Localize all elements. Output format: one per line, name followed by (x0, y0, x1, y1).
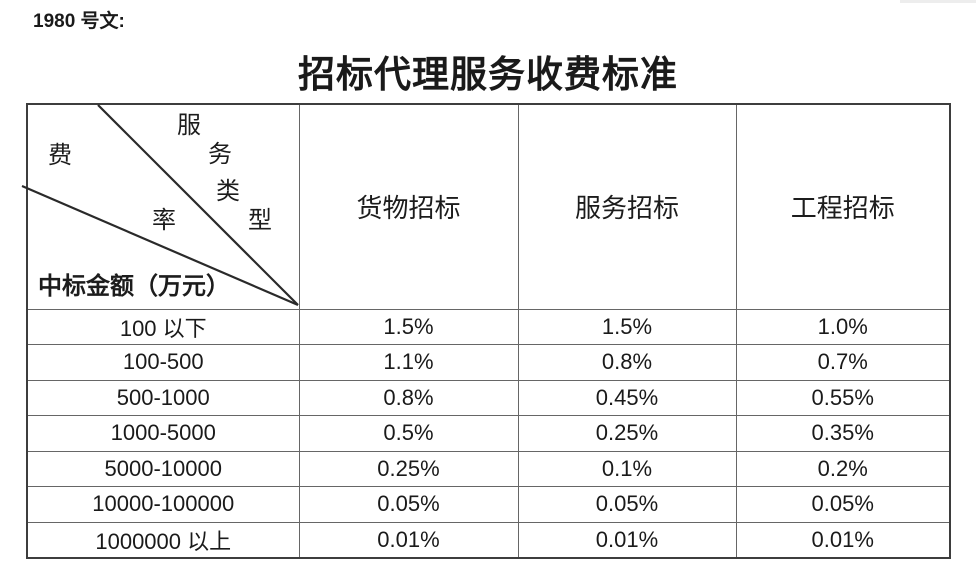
table-row: 10000-100000 0.05% 0.05% 0.05% (26, 486, 951, 523)
corner-char-rate-2: 率 (152, 206, 176, 234)
table-header-row: 服 务 类 型 费 率 中标金额（万元） 货物招标 服务招标 工程招标 (21, 103, 951, 310)
doc-number-label: 1980 号文: (33, 11, 125, 32)
corner-char-service-type-3: 类 (216, 177, 240, 205)
diagonal-corner-cell: 服 务 类 型 费 率 中标金额（万元） (21, 103, 300, 310)
corner-char-service-type-1: 服 (177, 111, 201, 139)
page-title: 招标代理服务收费标准 (298, 52, 678, 96)
amount-range-cell: 5000-10000 (26, 450, 300, 487)
table-row: 5000-10000 0.25% 0.1% 0.2% (26, 450, 951, 487)
amount-range-cell: 500-1000 (26, 379, 300, 416)
rate-cell-goods: 0.8% (298, 379, 519, 416)
rate-cell-service: 0.8% (517, 344, 737, 381)
rate-cell-service: 0.1% (517, 450, 737, 487)
corner-char-service-type-4: 型 (248, 206, 272, 234)
rate-cell-engineering: 0.35% (735, 415, 951, 452)
diagonal-line-lower (21, 184, 299, 307)
rate-cell-goods: 1.1% (298, 344, 519, 381)
column-header-goods: 货物招标 (298, 103, 519, 310)
diagonal-line-upper (97, 104, 299, 306)
table-row: 100-500 1.1% 0.8% 0.7% (26, 344, 951, 381)
table-row: 1000-5000 0.5% 0.25% 0.35% (26, 415, 951, 452)
rate-cell-engineering: 0.2% (735, 450, 951, 487)
table-row: 100 以下 1.5% 1.5% 1.0% (26, 308, 951, 345)
rate-cell-service: 1.5% (517, 308, 737, 345)
corner-char-service-type-2: 务 (208, 140, 232, 168)
corner-char-rate-1: 费 (48, 141, 72, 169)
column-header-engineering: 工程招标 (735, 103, 951, 310)
rate-cell-goods: 0.01% (298, 521, 519, 558)
table-row: 1000000 以上 0.01% 0.01% 0.01% (26, 521, 951, 558)
rate-cell-goods: 0.5% (298, 415, 519, 452)
table-row: 500-1000 0.8% 0.45% 0.55% (26, 379, 951, 416)
rate-cell-service: 0.45% (517, 379, 737, 416)
rate-cell-engineering: 0.55% (735, 379, 951, 416)
rate-cell-engineering: 0.7% (735, 344, 951, 381)
rate-cell-engineering: 1.0% (735, 308, 951, 345)
fee-rate-table: 服 务 类 型 费 率 中标金额（万元） 货物招标 服务招标 工程招标 100 … (21, 103, 951, 559)
amount-range-cell: 10000-100000 (26, 486, 300, 523)
row-axis-label: 中标金额（万元） (38, 271, 230, 300)
screen-edge-artifact (900, 0, 976, 3)
rate-cell-service: 0.01% (517, 521, 737, 558)
amount-range-cell: 1000-5000 (26, 415, 300, 452)
column-header-service: 服务招标 (517, 103, 737, 310)
rate-cell-engineering: 0.05% (735, 486, 951, 523)
rate-cell-goods: 0.05% (298, 486, 519, 523)
rate-cell-service: 0.25% (517, 415, 737, 452)
amount-range-cell: 1000000 以上 (26, 521, 300, 558)
rate-cell-goods: 1.5% (298, 308, 519, 345)
diagonal-divider-lines (21, 104, 299, 307)
amount-range-cell: 100 以下 (26, 308, 300, 345)
rate-cell-engineering: 0.01% (735, 521, 951, 558)
rate-cell-service: 0.05% (517, 486, 737, 523)
rate-cell-goods: 0.25% (298, 450, 519, 487)
amount-range-cell: 100-500 (26, 344, 300, 381)
